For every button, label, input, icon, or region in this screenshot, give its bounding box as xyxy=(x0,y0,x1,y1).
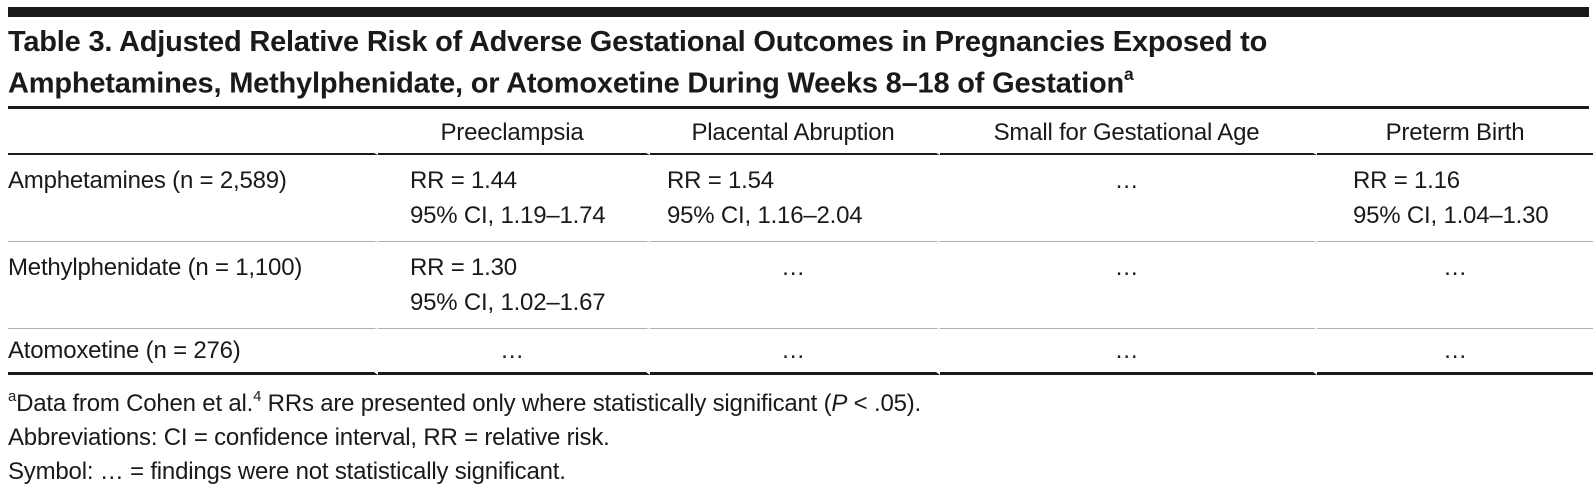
ci-value: 95% CI, 1.04–1.30 xyxy=(1353,201,1549,229)
cell-atomoxetine-placental-abruption: … xyxy=(650,328,940,375)
column-header-preterm-birth: Preterm Birth xyxy=(1317,109,1593,155)
rr-value: RR = 1.54 xyxy=(667,166,774,194)
footnotes: aData from Cohen et al.4 RRs are present… xyxy=(8,381,1589,489)
table-title: Table 3. Adjusted Relative Risk of Adver… xyxy=(8,25,1589,101)
ci-value: 95% CI, 1.02–1.67 xyxy=(410,288,606,316)
footnote-a-reference: 4 xyxy=(253,388,262,405)
row-label-atomoxetine: Atomoxetine (n = 276) xyxy=(8,328,378,375)
column-header-small-for-gestational-age: Small for Gestational Age xyxy=(940,108,1317,155)
cell-amphetamines-preterm-birth: RR = 1.16 95% CI, 1.04–1.30 xyxy=(1317,155,1593,242)
row-label-amphetamines: Amphetamines (n = 2,589) xyxy=(8,154,378,242)
table-title-line2: Amphetamines, Methylphenidate, or Atomox… xyxy=(8,59,1589,101)
cell-atomoxetine-small-for-gestational-age: … xyxy=(940,328,1317,375)
footnote-symbol: Symbol: … = findings were not statistica… xyxy=(8,457,566,485)
table-row-methylphenidate: Methylphenidate (n = 1,100) RR = 1.30 95… xyxy=(8,241,1593,329)
cell-methylphenidate-preeclampsia: RR = 1.30 95% CI, 1.02–1.67 xyxy=(378,241,650,329)
ci-value: 95% CI, 1.16–2.04 xyxy=(667,201,863,229)
cell-atomoxetine-preeclampsia: … xyxy=(378,328,650,375)
row-label-methylphenidate: Methylphenidate (n = 1,100) xyxy=(8,241,378,329)
table-row-atomoxetine: Atomoxetine (n = 276) … … … … xyxy=(8,328,1593,375)
table-title-line2-text: Amphetamines, Methylphenidate, or Atomox… xyxy=(8,67,1125,100)
title-footnote-marker: a xyxy=(1124,64,1134,84)
footnote-abbreviations: Abbreviations: CI = confidence interval,… xyxy=(8,423,610,451)
cell-amphetamines-small-for-gestational-age: … xyxy=(940,154,1317,242)
column-header-empty xyxy=(8,108,378,155)
ci-value: 95% CI, 1.19–1.74 xyxy=(410,201,606,229)
risk-table: Preeclampsia Placental Abruption Small f… xyxy=(8,108,1593,375)
rr-value: RR = 1.16 xyxy=(1353,166,1460,194)
cell-atomoxetine-preterm-birth: … xyxy=(1317,329,1593,375)
cell-methylphenidate-placental-abruption: … xyxy=(650,241,940,329)
table-row-amphetamines: Amphetamines (n = 2,589) RR = 1.44 95% C… xyxy=(8,154,1593,242)
table-title-line1: Table 3. Adjusted Relative Risk of Adver… xyxy=(8,26,1268,58)
header-row: Preeclampsia Placental Abruption Small f… xyxy=(8,108,1593,155)
cell-methylphenidate-small-for-gestational-age: … xyxy=(940,241,1317,329)
footnote-a-text2: RRs are presented only where statistical… xyxy=(261,389,832,417)
cell-methylphenidate-preterm-birth: … xyxy=(1317,242,1593,329)
rr-value: RR = 1.30 xyxy=(410,253,517,281)
footnote-a: aData from Cohen et al.4 RRs are present… xyxy=(8,381,1589,421)
footnote-a-text3: < .05). xyxy=(847,389,922,417)
column-header-preeclampsia: Preeclampsia xyxy=(378,108,650,155)
footnote-a-marker: a xyxy=(8,388,17,405)
footnote-a-text: Data from Cohen et al. xyxy=(16,389,254,417)
cell-amphetamines-preeclampsia: RR = 1.44 95% CI, 1.19–1.74 xyxy=(378,154,650,242)
cell-amphetamines-placental-abruption: RR = 1.54 95% CI, 1.16–2.04 xyxy=(650,154,940,242)
rr-value: RR = 1.44 xyxy=(410,166,517,194)
top-rule xyxy=(8,7,1589,17)
column-header-placental-abruption: Placental Abruption xyxy=(650,108,940,155)
title-rule xyxy=(8,105,1589,109)
footnote-a-p-italic: P xyxy=(831,389,848,417)
